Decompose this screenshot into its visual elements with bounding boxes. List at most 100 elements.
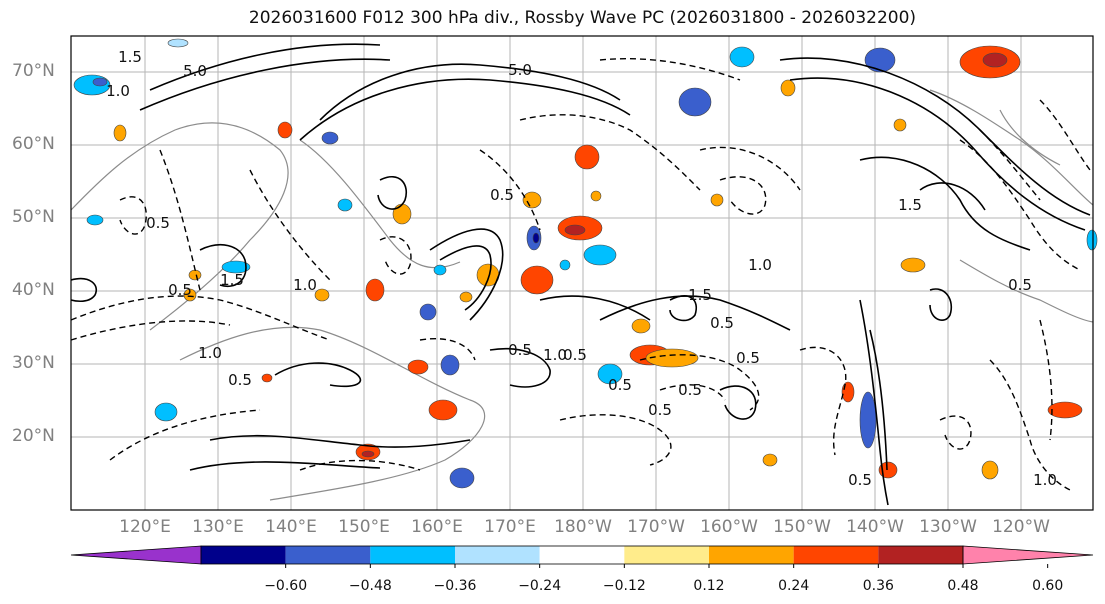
contour-label: 1.0 [543, 346, 567, 364]
lon-label: 170°W [627, 517, 685, 537]
divergence-blob [631, 318, 651, 334]
divergence-blob [678, 87, 712, 117]
contour-solid [70, 277, 97, 303]
contour-dashed [559, 414, 672, 466]
divergence-blob [261, 373, 273, 383]
divergence-blob [574, 144, 600, 170]
lon-label: 120°W [992, 517, 1050, 537]
divergence-blob [859, 391, 877, 449]
divergence-blob [559, 259, 571, 271]
contour-solid [319, 63, 621, 121]
contour-label: 0.5 [848, 471, 872, 489]
divergence-blob [645, 348, 699, 368]
rossby-wave-contours [70, 43, 1091, 506]
map-border [70, 35, 1094, 511]
contour-label: 0.5 [608, 376, 632, 394]
divergence-blob [92, 77, 108, 87]
lon-label: 170°E [484, 517, 536, 537]
divergence-blob [583, 244, 617, 266]
colorbar-tick-label: −0.36 [433, 578, 477, 594]
divergence-blob [590, 190, 602, 202]
contour-label: 1.5 [220, 271, 244, 289]
contour-dashed [719, 176, 767, 215]
coastlines [70, 89, 1094, 501]
colorbar-tick-label: −0.60 [264, 578, 308, 594]
contour-dashed [989, 359, 1071, 491]
lon-label: 150°E [338, 517, 390, 537]
divergence-blob [361, 450, 375, 458]
colorbar-segment [201, 546, 286, 564]
coastline [70, 122, 289, 331]
divergence-blob [314, 288, 330, 302]
lon-label: 150°W [773, 517, 831, 537]
divergence-blob [167, 38, 189, 48]
colorbar-segment [878, 546, 963, 564]
contour-solid [199, 244, 247, 287]
contour-solid [929, 288, 952, 321]
contour-solid [859, 299, 889, 506]
colorbar-tick-label: 0.24 [778, 578, 810, 594]
divergence-blob [86, 214, 104, 226]
map-frame [71, 36, 1093, 510]
coastline [929, 89, 1094, 206]
colorbar-segment [370, 546, 455, 564]
divergence-blob [449, 467, 475, 489]
divergence-blob [440, 354, 460, 376]
contour-dashed [699, 146, 801, 191]
map-background [71, 36, 1093, 510]
colorbar-segment [793, 546, 879, 564]
divergence-blob [1086, 229, 1098, 251]
divergence-blob [392, 203, 412, 225]
contour-label: 1.0 [106, 82, 130, 100]
contour-dashed [979, 129, 1041, 201]
lat-label: 30°N [12, 353, 55, 373]
colorbar-segment [709, 546, 794, 564]
colorbar-tick-label: 0.48 [947, 578, 979, 594]
contour-label: 5.0 [183, 62, 207, 80]
colorbar-tick-label: −0.12 [602, 578, 646, 594]
colorbar [70, 545, 1094, 568]
contour-dashed [379, 236, 412, 275]
divergence-blob [780, 79, 796, 97]
contour-labels: 1.55.01.00.50.51.01.55.00.51.00.5 1.00.51… [106, 48, 1057, 489]
contour-label: 1.0 [1033, 471, 1057, 489]
contour-solid [599, 295, 791, 331]
divergence-blob [981, 460, 999, 480]
divergence-blob [762, 453, 778, 467]
lon-label: 180°W [554, 517, 612, 537]
contour-dashed [299, 459, 421, 471]
contour-solid [779, 57, 1091, 216]
contour-solid [429, 228, 504, 321]
lat-label: 40°N [12, 280, 55, 300]
colorbar-tick-label: 0.60 [1032, 578, 1064, 594]
divergence-blob [337, 198, 353, 212]
contour-solid [869, 329, 888, 471]
divergence-blob [900, 257, 926, 273]
colorbar-low-extension [70, 545, 202, 565]
lon-label: 130°W [919, 517, 977, 537]
coastline [299, 139, 461, 269]
contour-solid [789, 77, 1086, 231]
divergence-blob [729, 46, 755, 68]
contour-solid [139, 58, 391, 111]
contour-label: 0.5 [648, 401, 672, 419]
contour-solid [209, 434, 471, 448]
divergence-blob [564, 224, 586, 236]
divergence-blob [520, 265, 554, 295]
lon-label: 140°W [846, 517, 904, 537]
contour-label: 0.5 [490, 186, 514, 204]
divergence-blob [433, 264, 447, 276]
contour-label: 1.0 [198, 344, 222, 362]
divergence-blob [710, 193, 724, 207]
contour-solid [919, 182, 986, 211]
contour-solid [274, 362, 362, 388]
contour-dashed [659, 384, 726, 401]
divergence-blob [154, 402, 178, 422]
contour-dashed [1039, 99, 1091, 171]
coastline [179, 326, 486, 501]
contour-dashed [599, 58, 741, 81]
divergence-blob [982, 52, 1008, 68]
contour-dashed [159, 149, 201, 291]
map-title: 2026031600 F012 300 hPa div., Rossby Wav… [248, 8, 917, 28]
contour-label: 0.5 [168, 281, 192, 299]
